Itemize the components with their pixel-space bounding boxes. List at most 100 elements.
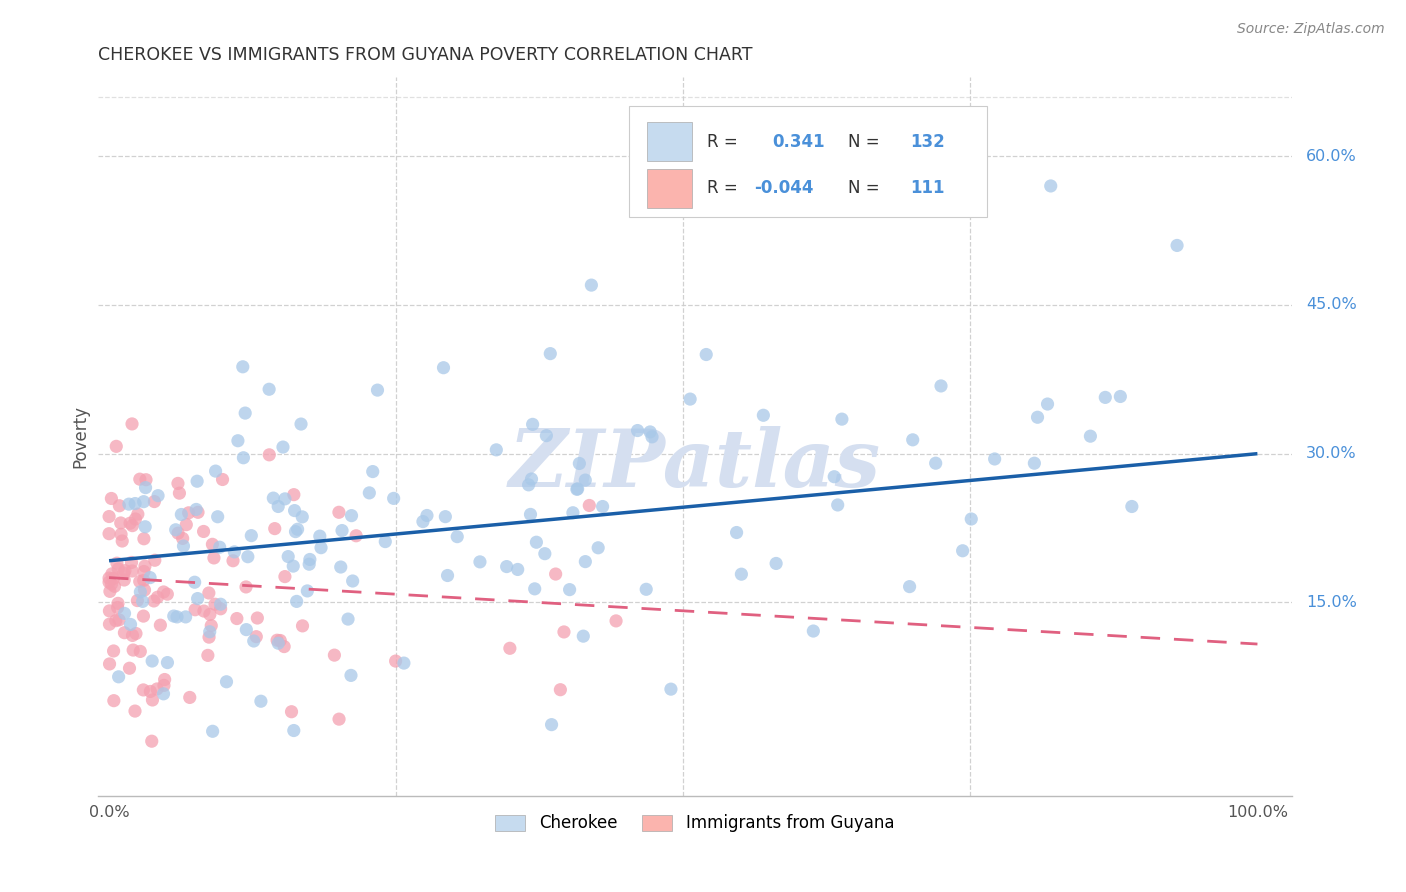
Point: [131, 594, 153, 608]
Point: [207, 509, 229, 524]
Point: [132, 532, 155, 546]
Point: [659, 682, 682, 697]
FancyBboxPatch shape: [628, 105, 987, 217]
Point: [132, 574, 155, 588]
Point: [340, 668, 363, 682]
Point: [553, 624, 575, 639]
Point: [153, 673, 176, 687]
Text: N =: N =: [848, 179, 884, 197]
Point: [1024, 456, 1046, 470]
Point: [263, 522, 285, 536]
Point: [187, 505, 209, 519]
Point: [929, 379, 952, 393]
Point: [201, 537, 224, 551]
Point: [1036, 397, 1059, 411]
Point: [105, 439, 128, 453]
Point: [122, 643, 145, 657]
Y-axis label: Poverty: Poverty: [72, 405, 89, 467]
Point: [141, 734, 163, 748]
Point: [561, 506, 583, 520]
Point: [538, 346, 561, 360]
Point: [186, 474, 208, 488]
Point: [183, 575, 205, 590]
Point: [211, 473, 233, 487]
Point: [135, 473, 157, 487]
Point: [298, 558, 321, 572]
Point: [499, 641, 522, 656]
Point: [468, 555, 491, 569]
Point: [163, 609, 186, 624]
Point: [100, 577, 122, 591]
Point: [209, 602, 232, 616]
Point: [730, 567, 752, 582]
Point: [204, 597, 226, 611]
Point: [167, 526, 190, 541]
Point: [329, 560, 352, 574]
Point: [146, 681, 169, 696]
Point: [134, 559, 156, 574]
Point: [120, 516, 142, 531]
Point: [342, 574, 364, 588]
Point: [107, 670, 129, 684]
Point: [224, 545, 246, 559]
Point: [198, 586, 221, 600]
Point: [558, 582, 581, 597]
Point: [898, 580, 921, 594]
Point: [581, 278, 603, 293]
Point: [112, 625, 135, 640]
Point: [167, 476, 190, 491]
Point: [146, 489, 169, 503]
Point: [128, 472, 150, 486]
Point: [366, 383, 388, 397]
Point: [129, 585, 152, 599]
Point: [359, 486, 381, 500]
Point: [141, 693, 163, 707]
Point: [208, 540, 231, 554]
Point: [121, 518, 143, 533]
Point: [179, 690, 201, 705]
Point: [232, 450, 254, 465]
Point: [283, 559, 305, 574]
Point: [198, 624, 221, 639]
Point: [308, 529, 330, 543]
Point: [156, 656, 179, 670]
Point: [125, 626, 148, 640]
Point: [519, 508, 541, 522]
Point: [225, 611, 247, 625]
Point: [134, 520, 156, 534]
Point: [132, 565, 155, 579]
Point: [290, 417, 312, 431]
Point: [232, 359, 254, 374]
Point: [1109, 389, 1132, 403]
Point: [240, 528, 263, 542]
Point: [110, 527, 132, 541]
Point: [98, 584, 121, 599]
Point: [166, 610, 188, 624]
Point: [204, 464, 226, 478]
Point: [291, 509, 314, 524]
Point: [827, 498, 849, 512]
Point: [485, 442, 508, 457]
Point: [298, 552, 321, 566]
Point: [222, 554, 245, 568]
Point: [274, 491, 297, 506]
Point: [128, 574, 150, 589]
Point: [340, 508, 363, 523]
Point: [172, 532, 194, 546]
Point: [103, 644, 125, 658]
Point: [572, 629, 595, 643]
Point: [107, 596, 129, 610]
Point: [436, 568, 458, 582]
Point: [638, 425, 661, 439]
Point: [114, 607, 136, 621]
Point: [267, 500, 290, 514]
Point: [266, 633, 288, 648]
Point: [337, 612, 360, 626]
Point: [416, 508, 439, 523]
Point: [695, 347, 717, 361]
Point: [112, 566, 135, 580]
Point: [283, 723, 305, 738]
Point: [284, 524, 307, 539]
Point: [198, 630, 221, 644]
Point: [101, 566, 124, 581]
